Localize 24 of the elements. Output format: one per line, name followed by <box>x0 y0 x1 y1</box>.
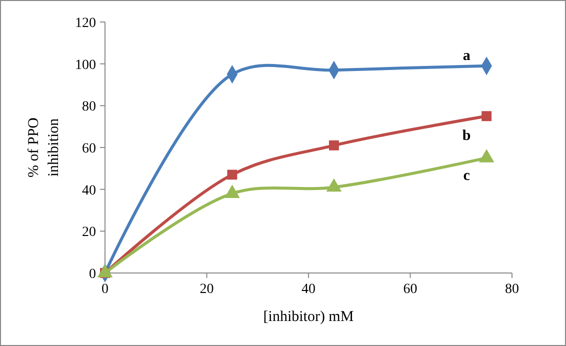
x-axis-title: [inhibitor) mM <box>263 309 354 325</box>
point <box>482 111 492 122</box>
x-tick-label: 0 <box>102 282 108 297</box>
y-tick-label: 120 <box>75 16 96 31</box>
x-tick-label: 60 <box>403 282 418 297</box>
y-tick-label: 40 <box>82 183 96 198</box>
point <box>224 185 240 198</box>
point <box>227 170 238 180</box>
y-axis-title: % of PPO inhibition <box>26 117 62 178</box>
y-tick-label: 100 <box>75 58 96 73</box>
point <box>98 264 112 278</box>
point <box>479 150 494 162</box>
series-label: b <box>462 128 471 144</box>
point <box>328 140 339 150</box>
x-tick-label: 40 <box>302 282 316 297</box>
y-tick-label: 60 <box>82 142 96 156</box>
x-tick-label: 20 <box>200 282 214 297</box>
y-tick-label: 20 <box>82 225 96 240</box>
series-label: a <box>462 48 471 64</box>
y-tick-label: 80 <box>82 100 96 115</box>
series-label: c <box>463 168 470 184</box>
y-tick-label: 0 <box>89 267 96 282</box>
point <box>326 178 342 192</box>
x-tick-label: 80 <box>505 282 519 297</box>
